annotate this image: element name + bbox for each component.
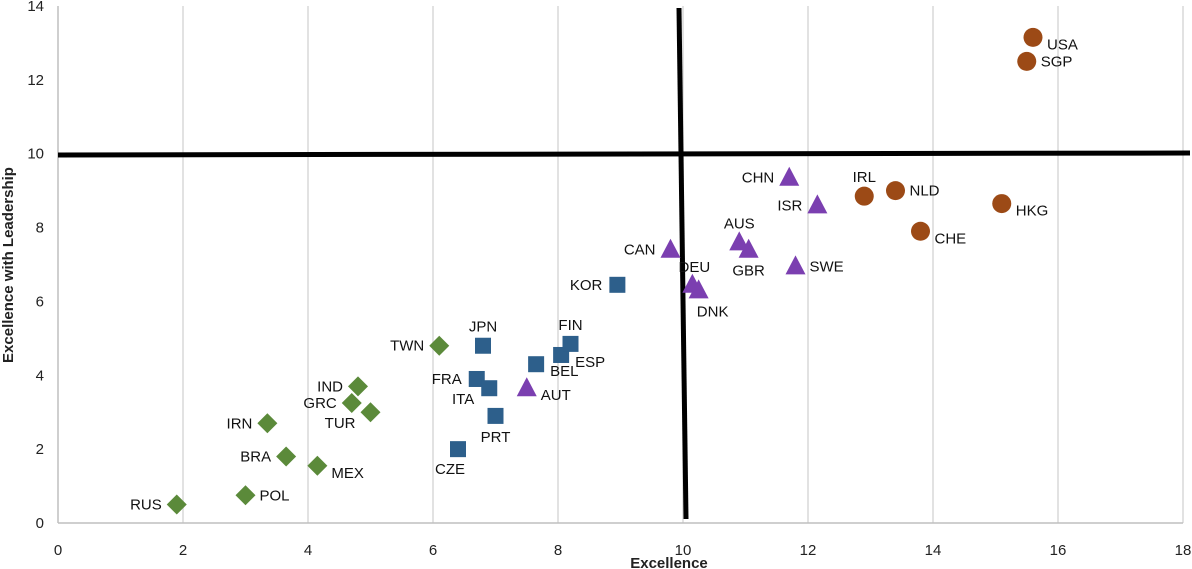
point-label-esp: ESP: [575, 354, 605, 371]
point-label-che: CHE: [935, 230, 967, 247]
x-tick-label: 10: [675, 542, 692, 559]
point-label-kor: KOR: [570, 277, 603, 294]
point-usa: [1023, 27, 1043, 47]
y-axis-title: Excellence with Leadership: [0, 167, 17, 363]
point-aus: [729, 231, 750, 251]
point-label-deu: DEU: [679, 259, 711, 276]
point-isr: [807, 194, 828, 214]
point-label-aut: AUT: [541, 387, 571, 404]
point-fin: [562, 335, 579, 352]
point-label-bel: BEL: [550, 363, 578, 380]
tick-labels: 0 2 4 6 8 10 12 14 16 18 0 2 4 6 8 10 12 14: [27, 0, 1191, 559]
point-irn: [257, 413, 278, 434]
point-label-gbr: GBR: [732, 263, 765, 280]
point-che: [911, 221, 930, 241]
point-pol: [235, 485, 256, 506]
point-label-cze: CZE: [435, 461, 465, 478]
x-tick-label: 4: [304, 542, 312, 559]
point-aut: [516, 377, 537, 397]
x-tick-label: 14: [925, 542, 942, 559]
threshold-line-x: [676, 7, 689, 520]
grid-lines: [182, 6, 1184, 523]
threshold-lines: [57, 7, 1191, 520]
y-tick-label: 4: [36, 367, 44, 384]
point-cze: [450, 441, 466, 458]
point-jpn: [475, 337, 491, 354]
point-label-dnk: DNK: [697, 303, 729, 320]
point-label-mex: MEX: [331, 465, 364, 482]
data-points: [166, 27, 1043, 515]
point-tur: [360, 402, 381, 423]
point-label-prt: PRT: [481, 429, 511, 446]
point-label-grc: GRC: [303, 395, 337, 412]
point-dnk: [688, 279, 709, 299]
point-label-can: CAN: [624, 242, 656, 259]
point-label-nld: NLD: [910, 183, 940, 200]
point-nld: [886, 181, 905, 201]
point-prt: [487, 407, 504, 424]
point-ita: [481, 380, 498, 397]
point-label-hkg: HKG: [1016, 203, 1049, 220]
point-label-ita: ITA: [452, 391, 474, 408]
x-tick-label: 0: [54, 542, 62, 559]
point-label-swe: SWE: [810, 258, 844, 275]
x-tick-label: 8: [554, 542, 562, 559]
point-bel: [528, 356, 545, 373]
point-fra: [468, 370, 485, 387]
point-can: [660, 238, 681, 258]
x-axis-title: Excellence: [630, 555, 708, 569]
point-label-fra: FRA: [432, 371, 462, 388]
point-grc: [341, 392, 362, 413]
point-hkg: [992, 194, 1012, 214]
point-sgp: [1017, 51, 1037, 71]
point-label-irn: IRN: [227, 415, 253, 432]
point-gbr: [738, 238, 759, 258]
point-label-tur: TUR: [325, 415, 356, 432]
y-tick-label: 0: [36, 515, 44, 532]
point-kor: [609, 276, 626, 293]
point-label-jpn: JPN: [469, 319, 497, 336]
x-tick-label: 6: [429, 542, 437, 559]
y-tick-label: 14: [27, 0, 44, 15]
point-label-chn: CHN: [742, 170, 775, 187]
point-label-fin: FIN: [558, 317, 582, 334]
point-label-aus: AUS: [724, 215, 755, 232]
y-tick-label: 6: [36, 293, 44, 310]
point-irl: [854, 186, 874, 206]
point-label-pol: POL: [260, 487, 290, 504]
y-tick-label: 12: [27, 72, 44, 89]
point-label-usa: USA: [1047, 36, 1078, 53]
point-label-isr: ISR: [777, 197, 802, 214]
point-label-ind: IND: [317, 378, 343, 395]
y-tick-label: 2: [36, 441, 44, 458]
x-tick-label: 2: [179, 542, 187, 559]
point-ind: [348, 376, 368, 397]
point-bra: [276, 446, 297, 467]
point-label-sgp: SGP: [1041, 53, 1073, 70]
y-tick-label: 8: [36, 220, 44, 237]
point-mex: [307, 455, 328, 476]
x-tick-label: 18: [1175, 542, 1192, 559]
point-label-irl: IRL: [853, 169, 876, 186]
point-chn: [779, 166, 800, 186]
threshold-line-y: [57, 150, 1191, 158]
point-label-twn: TWN: [390, 338, 424, 355]
x-tick-label: 12: [800, 542, 817, 559]
point-label-bra: BRA: [240, 449, 271, 466]
point-swe: [785, 255, 806, 275]
point-rus: [166, 494, 187, 515]
x-tick-label: 16: [1050, 542, 1067, 559]
point-twn: [429, 335, 450, 356]
y-tick-label: 10: [27, 146, 44, 163]
point-label-rus: RUS: [130, 497, 162, 514]
axes: [57, 6, 1183, 524]
